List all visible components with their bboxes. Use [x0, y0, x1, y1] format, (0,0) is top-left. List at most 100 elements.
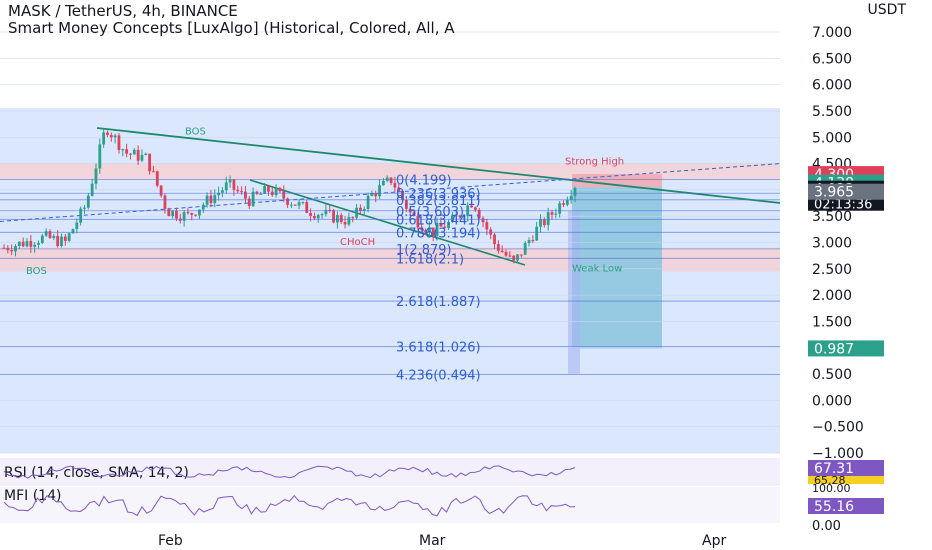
candle-body: [274, 188, 278, 196]
mfi-panel: [0, 487, 780, 523]
fib-bar: [568, 210, 580, 375]
rsi-label: RSI (14, close, SMA, 14, 2): [4, 465, 189, 481]
rsi-value-box: [808, 460, 884, 476]
price-tick: 3.500: [812, 209, 852, 225]
candle-body: [297, 202, 301, 206]
candle-body: [75, 222, 79, 230]
annotation-label: Strong High: [565, 157, 624, 168]
candle-body: [201, 204, 205, 210]
time-label: Feb: [158, 533, 183, 549]
candle-body: [305, 202, 309, 213]
candle-body: [129, 153, 132, 155]
candle-body: [539, 219, 542, 227]
fib-label: 0.236(3.936): [396, 187, 481, 202]
candle-body: [343, 221, 347, 225]
candle-body: [267, 186, 270, 192]
candle-body: [381, 180, 385, 186]
candle-body: [412, 212, 416, 216]
time-axis[interactable]: Feb Mar Apr: [158, 533, 726, 549]
candle-body: [205, 195, 209, 205]
candle-body: [493, 234, 496, 245]
candle-body: [167, 208, 171, 217]
candle-body: [132, 149, 136, 155]
candle-body: [336, 215, 339, 223]
fib-label: 0.618(3.441): [396, 213, 481, 228]
candle-body: [504, 252, 508, 256]
annotation-label: BOS: [26, 266, 47, 277]
candle-body: [516, 254, 519, 261]
mfi-label: MFI (14): [4, 488, 61, 504]
candle-body: [98, 144, 102, 169]
candle-body: [527, 240, 531, 244]
candle-body: [83, 207, 86, 209]
candle-body: [481, 218, 485, 223]
candle-body: [370, 193, 374, 196]
candle-body: [320, 214, 324, 216]
candle-body: [351, 217, 355, 219]
fib-label: 4.236(0.494): [396, 368, 481, 383]
mfi-top-tick: 100.00: [812, 482, 851, 495]
fib-label: 0.5(3.603): [396, 205, 464, 220]
candle-body: [148, 153, 152, 172]
candle-body: [247, 198, 251, 207]
candle-body: [106, 132, 109, 135]
time-label: Apr: [702, 533, 726, 549]
price-axis[interactable]: 7.0006.5006.0005.5005.0004.5004.0003.500…: [812, 25, 864, 462]
candle-body: [496, 244, 500, 251]
annotation-label: BOS: [185, 127, 206, 138]
candle-body: [569, 196, 573, 200]
trendline-lower: [249, 179, 526, 266]
candle-body: [259, 193, 263, 195]
candle-body: [60, 236, 63, 247]
candle-body: [228, 179, 232, 183]
candle-body: [309, 212, 312, 217]
price-tick: −1.000: [812, 446, 864, 462]
candle-body: [562, 203, 565, 205]
candle-body: [290, 204, 293, 206]
candle-body: [458, 215, 462, 218]
candle-body: [17, 241, 21, 246]
candle-body: [221, 190, 224, 193]
price-tick: 2.000: [812, 288, 852, 304]
fib-label: 3.618(1.026): [396, 340, 481, 355]
candle-body: [393, 183, 397, 188]
candle-body: [52, 235, 56, 238]
candle-body: [324, 209, 328, 215]
candle-body: [565, 199, 569, 205]
mfi-value-box: [808, 498, 884, 514]
candle-body: [121, 149, 125, 151]
countdown-text: 02:13:36: [814, 198, 872, 213]
candle-body: [10, 250, 14, 252]
candle-body: [473, 207, 477, 210]
candle-body: [339, 215, 343, 222]
time-label: Mar: [419, 533, 446, 549]
candle-body: [531, 240, 535, 242]
price-tick: 7.000: [812, 25, 852, 41]
candle-body: [301, 202, 305, 204]
candle-body: [224, 182, 228, 191]
candle-body: [109, 134, 113, 138]
candle-body: [102, 132, 106, 145]
candle-body: [431, 227, 435, 236]
candle-body: [374, 193, 378, 197]
price-tag: [808, 340, 884, 357]
price-tag-text: 0.987: [814, 341, 854, 357]
candle-body: [558, 203, 562, 214]
price-tick: 1.500: [812, 314, 852, 330]
candle-body: [535, 226, 539, 241]
candle-body: [175, 210, 178, 219]
candle-body: [389, 177, 393, 184]
candle-body: [213, 195, 217, 204]
candle-body: [420, 227, 424, 231]
candle-body: [313, 216, 316, 219]
rsi-value: 67.31: [814, 461, 854, 477]
candle-body: [117, 135, 121, 150]
fib-label: 0.382(3.811): [396, 194, 481, 209]
price-tick: 6.500: [812, 51, 852, 67]
annotation-labels: Strong High Weak Low CHoCH BOS BOS: [26, 127, 624, 277]
candle-body: [113, 135, 117, 138]
price-tick: 5.000: [812, 130, 852, 146]
candle-body: [48, 231, 52, 238]
